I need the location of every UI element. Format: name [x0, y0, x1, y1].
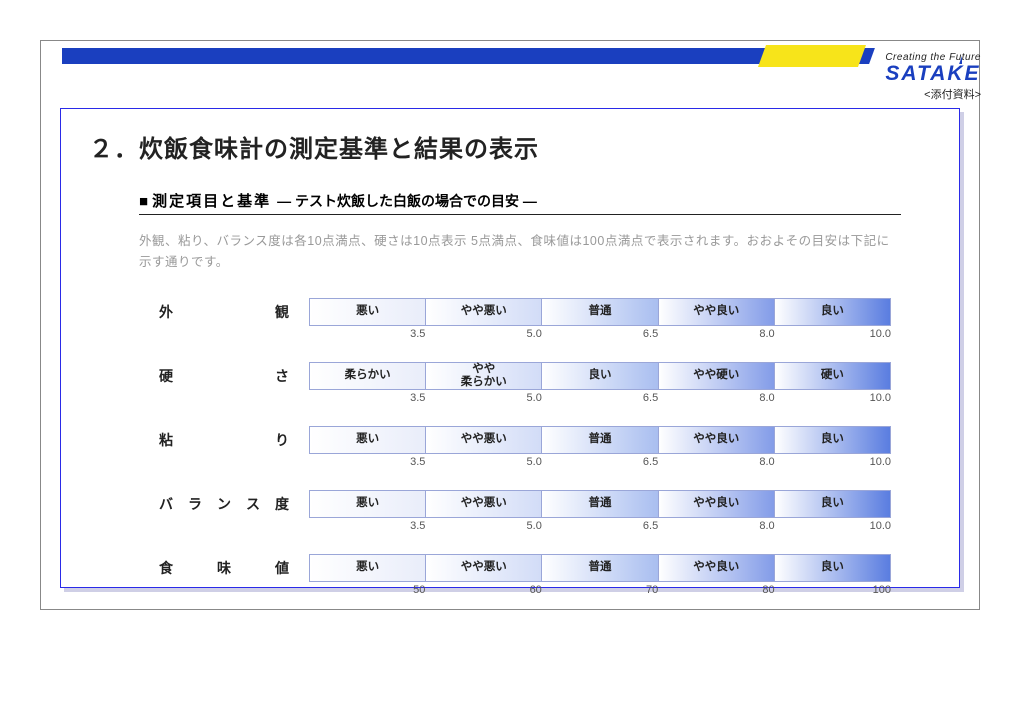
scale-ticks: 3.5 5.0 6.5 8.0 10.0 — [309, 328, 891, 340]
scale-ticks: 3.5 5.0 6.5 8.0 10.0 — [309, 456, 891, 468]
scale-block: 悪い やや悪い 普通 やや良い 良い 3.5 5.0 6.5 8.0 10.0 — [309, 490, 891, 532]
metric-row: 硬 さ 柔らかい やや 柔らかい 良い やや硬い 硬い 3.5 5.0 6.5 … — [159, 362, 891, 404]
scale-cell: 普通 — [542, 427, 658, 453]
scale-ticks: 3.5 5.0 6.5 8.0 10.0 — [309, 520, 891, 532]
section-heading-note: ― テスト炊飯した白飯の場合での目安 ― — [277, 191, 537, 211]
tick: 8.0 — [658, 328, 774, 340]
scale-cell: 良い — [542, 363, 658, 389]
tick: 3.5 — [309, 328, 425, 340]
section-heading: ■ 測定項目と基準 ― テスト炊飯した白飯の場合での目安 ― — [139, 190, 901, 215]
tick: 6.5 — [542, 328, 658, 340]
scale-cell: やや良い — [659, 427, 775, 453]
scale-cells: 悪い やや悪い 普通 やや良い 良い — [309, 490, 891, 518]
scale-cell: やや悪い — [426, 491, 542, 517]
scale-cells: 悪い やや悪い 普通 やや良い 良い — [309, 426, 891, 454]
tick: 50 — [309, 584, 425, 596]
scale-cell: 普通 — [542, 299, 658, 325]
tick: 10.0 — [775, 456, 891, 468]
tick: 3.5 — [309, 520, 425, 532]
metric-row: 食 味 値 悪い やや悪い 普通 やや良い 良い 50 60 70 80 100 — [159, 554, 891, 596]
attachment-label: <添付資料> — [885, 86, 981, 102]
tick: 8.0 — [658, 456, 774, 468]
tick: 3.5 — [309, 456, 425, 468]
scale-cell: 悪い — [310, 491, 426, 517]
tick: 10.0 — [775, 392, 891, 404]
section-description: 外観、粘り、バランス度は各10点満点、硬さは10点表示 5点満点、食味値は100… — [139, 231, 901, 274]
tick: 5.0 — [425, 520, 541, 532]
brand-block: Creating the Future SATAKE <添付資料> — [885, 52, 981, 102]
tick: 5.0 — [425, 456, 541, 468]
tick: 6.5 — [542, 520, 658, 532]
section-heading-main: 測定項目と基準 — [152, 190, 271, 211]
page-title: ２．炊飯食味計の測定基準と結果の表示 — [89, 129, 931, 164]
scale-cell: 良い — [775, 555, 890, 581]
metric-row: バ ラ ン ス 度 悪い やや悪い 普通 やや良い 良い 3.5 5.0 6.5… — [159, 490, 891, 532]
scale-cell: やや良い — [659, 491, 775, 517]
brand-name: SATAKE — [885, 63, 981, 84]
scale-cells: 悪い やや悪い 普通 やや良い 良い — [309, 554, 891, 582]
scale-cell: やや 柔らかい — [426, 363, 542, 389]
tick: 3.5 — [309, 392, 425, 404]
scale-cell: やや良い — [659, 299, 775, 325]
scale-cell: やや硬い — [659, 363, 775, 389]
scale-cell: やや悪い — [426, 555, 542, 581]
metric-label: 外 観 — [159, 298, 309, 322]
metric-label: 食 味 値 — [159, 554, 309, 578]
tick: 80 — [658, 584, 774, 596]
scale-cell: 悪い — [310, 299, 426, 325]
scale-cell: 良い — [775, 299, 890, 325]
scale-cell: 悪い — [310, 427, 426, 453]
scale-cells: 柔らかい やや 柔らかい 良い やや硬い 硬い — [309, 362, 891, 390]
scale-cells: 悪い やや悪い 普通 やや良い 良い — [309, 298, 891, 326]
metric-label: 粘 り — [159, 426, 309, 450]
header-bar — [62, 48, 962, 64]
tick: 10.0 — [775, 520, 891, 532]
header-accent-yellow — [758, 45, 866, 67]
scale-ticks: 3.5 5.0 6.5 8.0 10.0 — [309, 392, 891, 404]
tick: 8.0 — [658, 392, 774, 404]
metric-label: 硬 さ — [159, 362, 309, 386]
scale-block: 悪い やや悪い 普通 やや良い 良い 3.5 5.0 6.5 8.0 10.0 — [309, 298, 891, 340]
metric-row: 粘 り 悪い やや悪い 普通 やや良い 良い 3.5 5.0 6.5 8.0 1… — [159, 426, 891, 468]
scale-cell: 普通 — [542, 491, 658, 517]
tick: 100 — [775, 584, 891, 596]
tick: 6.5 — [542, 456, 658, 468]
tick: 10.0 — [775, 328, 891, 340]
scale-block: 柔らかい やや 柔らかい 良い やや硬い 硬い 3.5 5.0 6.5 8.0 … — [309, 362, 891, 404]
scale-cell: 柔らかい — [310, 363, 426, 389]
bullet-icon: ■ — [139, 193, 148, 210]
scale-cell: 良い — [775, 427, 890, 453]
tick: 5.0 — [425, 392, 541, 404]
tick: 70 — [542, 584, 658, 596]
tick: 60 — [425, 584, 541, 596]
metrics-table: 外 観 悪い やや悪い 普通 やや良い 良い 3.5 5.0 6.5 8.0 1… — [159, 298, 891, 596]
scale-cell: 普通 — [542, 555, 658, 581]
scale-cell: 悪い — [310, 555, 426, 581]
scale-ticks: 50 60 70 80 100 — [309, 584, 891, 596]
metric-label: バ ラ ン ス 度 — [159, 490, 309, 514]
content-frame: ２．炊飯食味計の測定基準と結果の表示 ■ 測定項目と基準 ― テスト炊飯した白飯… — [60, 108, 960, 588]
scale-cell: やや良い — [659, 555, 775, 581]
tick: 5.0 — [425, 328, 541, 340]
scale-block: 悪い やや悪い 普通 やや良い 良い 50 60 70 80 100 — [309, 554, 891, 596]
scale-block: 悪い やや悪い 普通 やや良い 良い 3.5 5.0 6.5 8.0 10.0 — [309, 426, 891, 468]
scale-cell: やや悪い — [426, 427, 542, 453]
scale-cell: 硬い — [775, 363, 890, 389]
tick: 6.5 — [542, 392, 658, 404]
scale-cell: やや悪い — [426, 299, 542, 325]
tick: 8.0 — [658, 520, 774, 532]
scale-cell: 良い — [775, 491, 890, 517]
metric-row: 外 観 悪い やや悪い 普通 やや良い 良い 3.5 5.0 6.5 8.0 1… — [159, 298, 891, 340]
